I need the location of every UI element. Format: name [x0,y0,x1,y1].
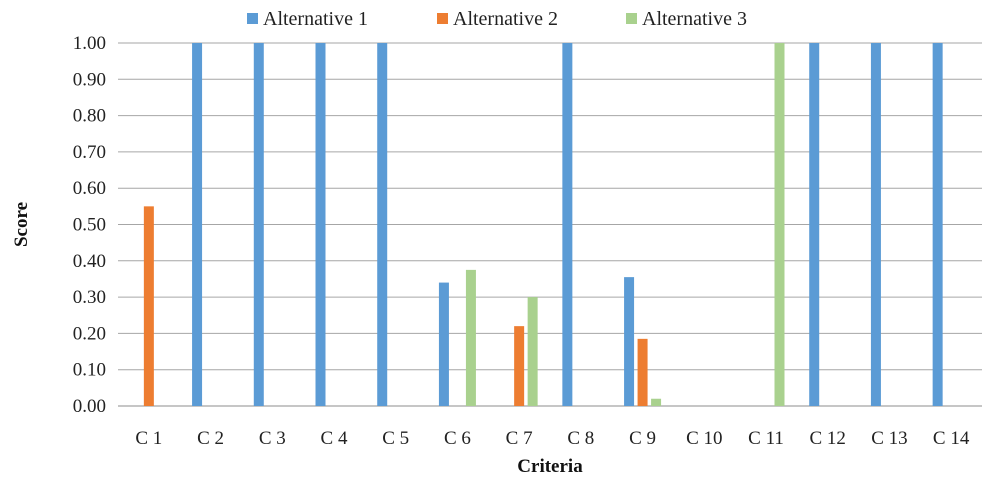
x-tick-label: C 7 [506,428,533,449]
bar [527,297,538,406]
legend-label: Alternative 3 [642,8,747,30]
y-tick-label: 0.00 [73,396,106,417]
legend: Alternative 1 Alternative 2 Alternative 3 [247,8,747,30]
x-tick-label: C 6 [444,428,471,449]
y-tick-label: 0.40 [73,251,106,272]
legend-swatch [626,13,637,24]
y-tick-label: 0.10 [73,360,106,381]
y-tick-label: 0.90 [73,69,106,90]
bar [514,326,525,406]
x-axis-title: Criteria [517,456,583,477]
bar [377,43,388,406]
y-axis-title: Score [11,202,32,247]
bar [774,43,785,406]
x-tick-label: C 4 [321,428,348,449]
bar [253,43,264,406]
legend-label: Alternative 1 [263,8,368,30]
x-tick-label: C 13 [871,428,907,449]
x-tick-label: C 8 [567,428,594,449]
gridlines [118,42,982,407]
y-tick-label: 0.50 [73,215,106,236]
bar [562,43,573,406]
bar [870,43,881,406]
x-tick-label: C 10 [686,428,722,449]
bar [192,43,203,406]
x-tick-label: C 5 [382,428,409,449]
bar [651,398,662,406]
x-tick-label: C 14 [933,428,970,449]
y-tick-label: 0.30 [73,287,106,308]
legend-swatch [437,13,448,24]
y-tick-label: 0.60 [73,178,106,199]
x-tick-label: C 3 [259,428,286,449]
x-tick-label: C 9 [629,428,656,449]
bar [624,277,635,406]
y-tick-label: 0.70 [73,142,106,163]
y-tick-label: 0.20 [73,323,106,344]
bar [143,206,154,406]
bar [438,282,449,406]
x-tick-label: C 11 [748,428,784,449]
bar [637,338,648,406]
y-axis-ticks: 0.00 0.10 0.20 0.30 0.40 0.50 0.60 0.70 0.80 0.90… [73,33,106,417]
legend-label: Alternative 2 [453,8,558,30]
x-tick-label: C 1 [135,428,162,449]
bar [809,43,820,406]
bars [143,43,943,406]
x-tick-label: C 12 [809,428,845,449]
y-tick-label: 1.00 [73,33,106,54]
x-axis-ticks: C 1 C 2 C 3 C 4 C 5 C 6 C 7 C 8 C 9 C 10 C 11 C 12 C… [135,428,969,449]
bar [932,43,943,406]
bar [315,43,326,406]
bar [465,269,476,406]
x-tick-label: C 2 [197,428,224,449]
y-tick-label: 0.80 [73,106,106,127]
legend-swatch [247,13,258,24]
